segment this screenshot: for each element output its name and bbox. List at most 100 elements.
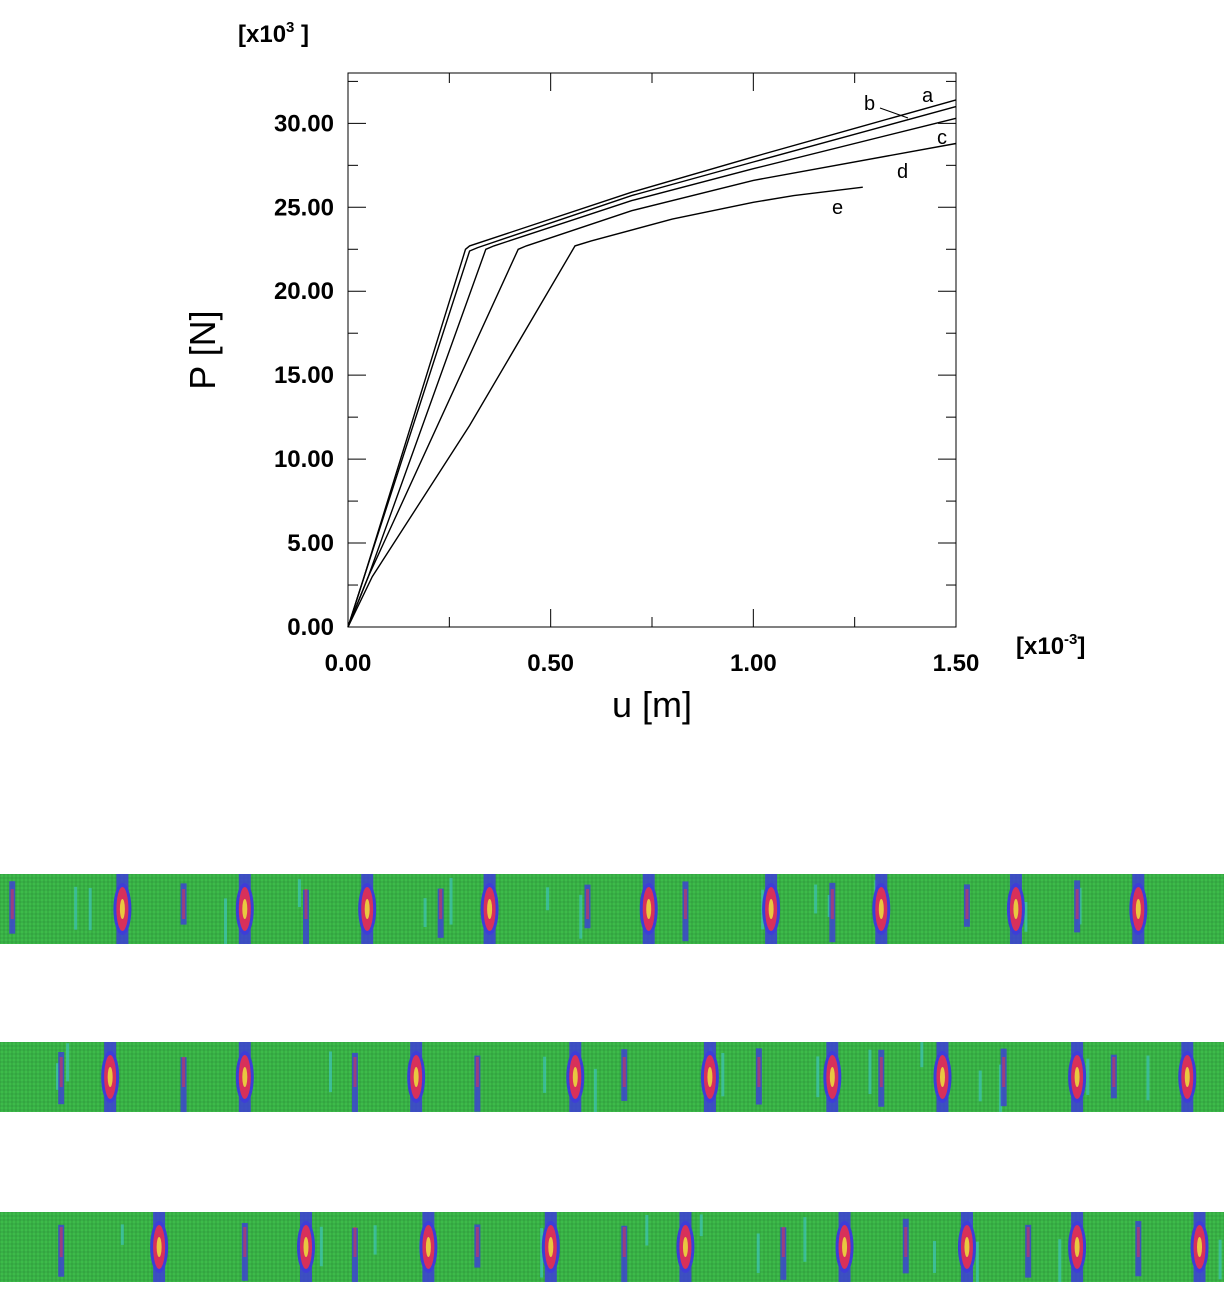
series-line-a <box>347 99 957 628</box>
damage-band <box>872 874 891 944</box>
damage-streak <box>223 898 227 944</box>
damage-band <box>1110 1054 1117 1099</box>
damage-streak <box>699 1214 703 1237</box>
damage-streak <box>721 1053 725 1097</box>
damage-band <box>1006 874 1025 944</box>
y-axis-ticks: 0.00 5.00 10.00 15.00 20.00 25.00 30.00 <box>274 80 956 641</box>
damage-band <box>235 874 254 944</box>
series-line-c <box>347 117 957 628</box>
y-tick-label: 20.00 <box>274 278 334 305</box>
damage-band <box>101 1042 120 1112</box>
plot-frame <box>347 72 957 628</box>
damage-band <box>1000 1048 1007 1107</box>
damage-streak <box>803 1217 807 1262</box>
damage-band <box>1025 1224 1032 1278</box>
y-tick-label: 30.00 <box>274 110 334 137</box>
damage-streak <box>933 1241 937 1273</box>
damage-streak <box>645 1214 649 1246</box>
x-tick-label: 0.50 <box>527 650 574 677</box>
damage-streak <box>74 886 78 930</box>
damage-band <box>480 874 499 944</box>
damage-band <box>676 1212 695 1282</box>
damage-band <box>541 1212 560 1282</box>
damage-band <box>180 1057 187 1112</box>
series-line-d <box>347 142 957 628</box>
damage-band <box>639 874 658 944</box>
damage-strip-1 <box>0 874 1224 944</box>
damage-streak <box>1024 901 1028 932</box>
damage-streak <box>328 1051 332 1093</box>
series-label-e: e <box>832 197 843 219</box>
damage-streak <box>978 1070 982 1102</box>
damage-streak <box>373 1225 377 1255</box>
damage-band <box>9 881 16 934</box>
damage-band <box>621 1225 628 1282</box>
damage-band <box>358 874 377 944</box>
damage-streak <box>756 1233 760 1273</box>
damage-band <box>963 884 970 927</box>
damage-streak <box>920 1042 924 1068</box>
damage-streak <box>66 1043 70 1082</box>
damage-streak <box>593 1068 597 1112</box>
damage-band <box>829 882 836 943</box>
x-tick-label: 0.00 <box>325 650 372 677</box>
y-axis-multiplier: [x103 ] <box>238 19 309 48</box>
damage-streak <box>998 1064 1002 1112</box>
load-displacement-chart: [x103 ] 0.00 5.00 10.00 15.00 20.00 25.00 30.0… <box>182 19 1085 725</box>
damage-streak <box>543 1056 547 1093</box>
damage-band <box>566 1042 585 1112</box>
damage-band <box>297 1212 315 1282</box>
damage-streak <box>449 877 453 925</box>
damage-band <box>58 1052 65 1105</box>
damage-streak <box>814 884 818 914</box>
series-label-c: c <box>937 127 947 149</box>
damage-streak <box>1086 1058 1090 1095</box>
damage-streak <box>1146 1055 1150 1101</box>
damage-band <box>823 1042 842 1112</box>
series-label-b: b <box>864 93 875 115</box>
damage-band <box>150 1212 169 1282</box>
damage-band <box>474 1055 481 1112</box>
y-axis-title: P [N] <box>182 310 223 389</box>
damage-band <box>780 1227 787 1280</box>
damage-band <box>351 1052 358 1112</box>
series-label-d: d <box>897 161 908 183</box>
damage-streak <box>579 894 583 939</box>
damage-streak <box>55 1063 59 1090</box>
series-curves <box>347 99 957 628</box>
damage-band <box>933 1042 952 1112</box>
damage-band <box>419 1212 438 1282</box>
y-tick-label: 25.00 <box>274 194 334 221</box>
damage-band <box>700 1042 719 1112</box>
x-axis-title: u [m] <box>612 684 692 725</box>
y-tick-label: 10.00 <box>274 446 334 473</box>
series-line-e <box>347 186 863 628</box>
damage-band <box>755 1048 762 1105</box>
x-axis-multiplier: [x10-3] <box>1016 631 1085 660</box>
damage-streak <box>1058 1239 1062 1282</box>
y-tick-label: 0.00 <box>287 614 334 641</box>
damage-band <box>1068 1212 1087 1282</box>
damage-streak <box>1218 1239 1222 1280</box>
damage-streak <box>297 879 301 908</box>
x-tick-label: 1.50 <box>933 650 980 677</box>
damage-band <box>682 881 689 942</box>
damage-band <box>1074 880 1081 933</box>
damage-band <box>1135 1221 1142 1277</box>
damage-band <box>180 883 187 925</box>
damage-band <box>351 1227 358 1282</box>
y-tick-label: 15.00 <box>274 362 334 389</box>
series-labels: a b c d e <box>832 85 947 219</box>
damage-streak <box>540 1228 544 1278</box>
damage-band <box>1129 874 1148 944</box>
damage-streak <box>319 1226 323 1267</box>
damage-strip-3 <box>0 1212 1224 1282</box>
damage-band <box>762 874 781 944</box>
damage-band <box>1178 1042 1197 1112</box>
damage-band <box>235 1042 254 1112</box>
damage-streak <box>827 895 831 918</box>
x-axis-ticks: 0.00 0.50 1.00 1.50 <box>325 73 980 677</box>
damage-band <box>241 1222 248 1281</box>
damage-streak <box>975 1241 979 1282</box>
damage-band <box>957 1212 976 1282</box>
